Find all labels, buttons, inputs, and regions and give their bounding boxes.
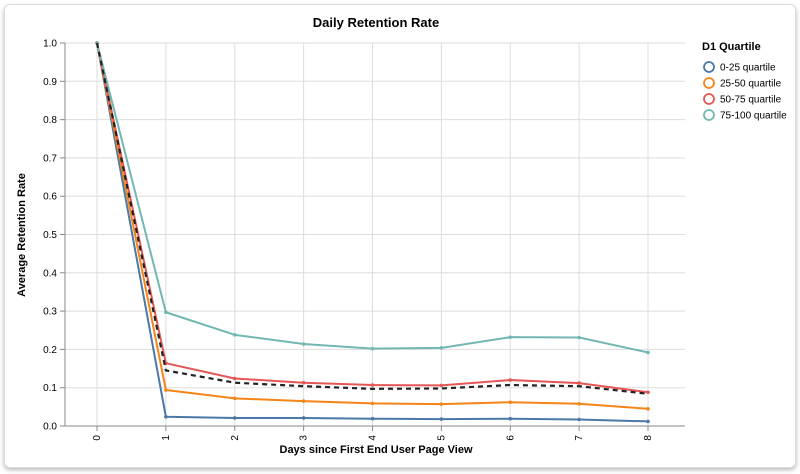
series-point — [232, 333, 237, 337]
legend-label: 0-25 quartile — [720, 63, 776, 74]
y-tick-label: 0.4 — [43, 268, 57, 279]
series-point — [577, 335, 581, 340]
series-point — [646, 390, 650, 395]
series-point — [646, 350, 650, 355]
y-tick-label: 0.7 — [43, 153, 57, 164]
legend-symbol — [703, 109, 715, 121]
legend-symbol — [703, 93, 715, 105]
series-point — [301, 380, 306, 385]
series-point — [439, 383, 444, 388]
y-tick-label: 0.3 — [43, 307, 57, 318]
legend-label: 75-100 quartile — [720, 111, 787, 122]
legend-title: D1 Quartile — [702, 41, 761, 53]
average-series-line — [95, 42, 649, 395]
x-tick-label: 6 — [505, 435, 516, 441]
series-point — [577, 381, 581, 385]
series-point — [646, 419, 650, 424]
chart-title: Daily Retention Rate — [313, 15, 439, 30]
series-point — [301, 342, 306, 346]
legend-symbol — [703, 61, 715, 73]
y-tick-label: 0.6 — [43, 192, 57, 203]
series-point — [508, 400, 513, 405]
x-tick-label: 3 — [299, 435, 310, 441]
series-point — [232, 396, 237, 401]
series-point — [164, 388, 168, 392]
series-point — [232, 416, 237, 420]
legend: D1 Quartile 0-25 quartile 25-50 quartile 5… — [702, 41, 787, 122]
y-tick-label: 0.1 — [43, 383, 57, 394]
series-point — [508, 416, 513, 421]
series-point — [301, 399, 306, 403]
series-point — [439, 402, 444, 406]
series-point — [164, 415, 168, 419]
series-point — [439, 346, 444, 350]
series-point — [370, 383, 375, 387]
series-lines — [95, 41, 650, 424]
series-point — [508, 335, 513, 339]
y-axis-title: Average Retention Rate — [16, 173, 28, 297]
series-point — [508, 378, 513, 382]
x-tick-label: 7 — [574, 435, 585, 441]
y-tick-label: 0.5 — [43, 230, 57, 241]
legend-symbol — [703, 77, 715, 89]
series-point — [577, 401, 581, 406]
x-tick-label: 1 — [161, 435, 172, 441]
x-axis-title: Days since First End User Page View — [280, 444, 473, 456]
series-point — [232, 376, 237, 381]
y-tick-label: 0.8 — [43, 115, 57, 126]
series-point — [164, 310, 168, 315]
axes: 0.0 0.1 0.2 0.3 0.4 0.5 0.6 0.7 0.8 0.9 1.0 0 1 2 3 4 5 6… — [43, 39, 685, 441]
series-point — [301, 416, 306, 420]
x-tick-label: 0 — [92, 435, 103, 441]
series-point — [370, 346, 375, 351]
y-tick-label: 0.9 — [43, 77, 57, 88]
legend-label: 25-50 quartile — [720, 79, 782, 90]
x-tick-label: 5 — [436, 435, 447, 441]
y-tick-label: 0.2 — [43, 345, 57, 356]
series-point — [370, 401, 375, 406]
y-tick-label: 1.0 — [43, 39, 57, 50]
retention-chart: Daily Retention Rate 0.00.10.20.30.40.50… — [16, 15, 787, 456]
series-point — [439, 417, 444, 421]
chart-card: Daily Retention Rate 0.0 0.1 0.2 0.3 0.4 0.5 0… — [4, 4, 796, 468]
series-point — [646, 406, 650, 411]
x-tick-label: 4 — [368, 435, 379, 441]
x-tick-label: 8 — [643, 435, 654, 441]
x-tick-label: 2 — [230, 435, 241, 441]
series-point — [370, 416, 375, 421]
grid — [65, 42, 685, 427]
y-tick-label: 0.0 — [43, 422, 57, 433]
series-point — [577, 417, 581, 422]
legend-label: 50-75 quartile — [720, 95, 782, 106]
